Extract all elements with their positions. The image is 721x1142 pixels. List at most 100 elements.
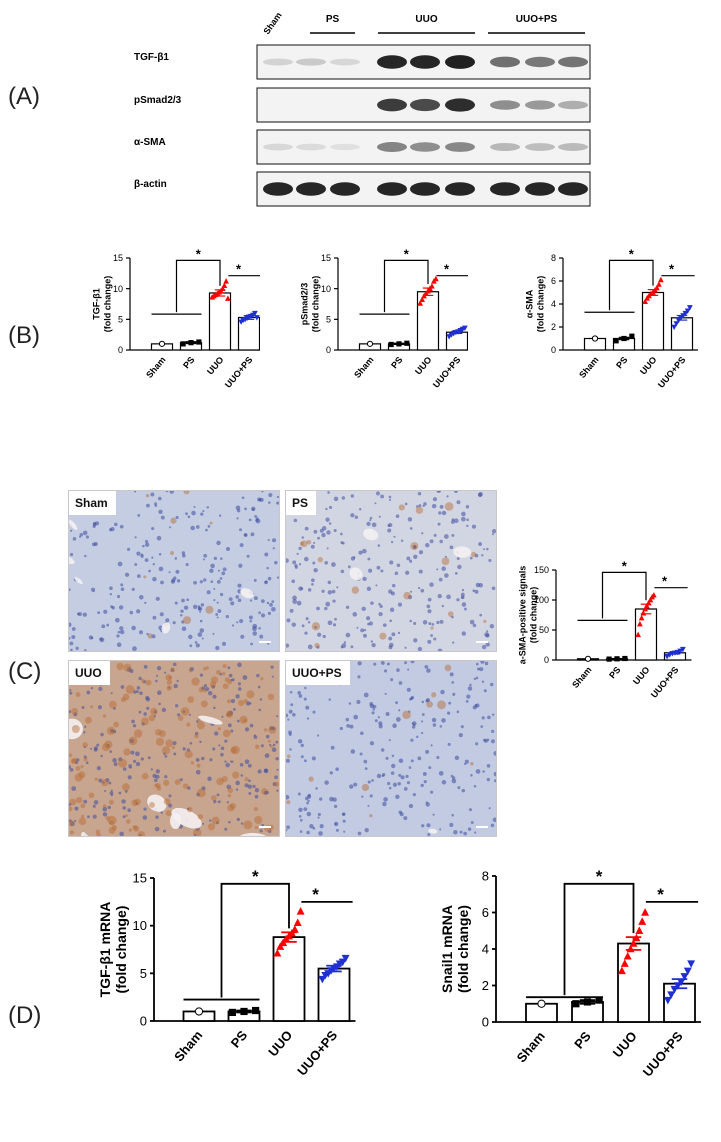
significance-star: * bbox=[404, 246, 410, 261]
brown-stain bbox=[207, 823, 216, 831]
brown-stain bbox=[444, 502, 454, 511]
nucleus bbox=[441, 718, 446, 723]
brown-stain bbox=[145, 494, 150, 498]
brown-stain bbox=[483, 619, 487, 624]
significance-bracket bbox=[608, 259, 654, 311]
nucleus bbox=[429, 539, 434, 544]
nucleus bbox=[311, 756, 316, 761]
nucleus bbox=[432, 723, 437, 727]
nucleus bbox=[90, 747, 93, 750]
nucleus bbox=[235, 694, 240, 699]
blot-group-label: UUO+PS bbox=[516, 14, 558, 25]
y-tick-label: 50 bbox=[539, 625, 549, 635]
nucleus bbox=[461, 516, 466, 522]
nucleus bbox=[237, 662, 242, 668]
nucleus bbox=[113, 762, 118, 767]
significance-star: * bbox=[657, 885, 664, 904]
nucleus bbox=[324, 606, 328, 611]
nucleus bbox=[409, 559, 413, 563]
nucleus bbox=[474, 831, 477, 834]
brown-stain bbox=[196, 721, 205, 730]
nucleus bbox=[474, 589, 479, 594]
y-tick-label: 5 bbox=[326, 314, 331, 324]
nucleus bbox=[367, 557, 371, 561]
data-point bbox=[677, 978, 686, 987]
brown-stain bbox=[227, 793, 232, 798]
brown-stain bbox=[80, 803, 86, 809]
x-tick-label: PS bbox=[614, 355, 629, 371]
nucleus bbox=[252, 784, 256, 789]
nucleus bbox=[199, 580, 203, 584]
brown-stain bbox=[254, 744, 260, 750]
nucleus bbox=[439, 539, 443, 544]
nucleus bbox=[236, 621, 239, 624]
bar bbox=[208, 292, 232, 351]
brown-stain bbox=[430, 626, 434, 630]
nucleus bbox=[140, 553, 144, 556]
histology-sham: Sham bbox=[68, 490, 280, 652]
nucleus bbox=[154, 778, 158, 783]
brown-stain bbox=[170, 667, 176, 673]
nucleus bbox=[156, 665, 162, 671]
nucleus bbox=[263, 768, 269, 774]
nucleus bbox=[201, 756, 205, 761]
nucleus bbox=[484, 632, 490, 638]
nucleus bbox=[173, 576, 177, 580]
nucleus bbox=[468, 808, 472, 812]
nucleus bbox=[69, 641, 74, 646]
nucleus bbox=[389, 560, 394, 565]
nucleus bbox=[195, 643, 200, 648]
data-point bbox=[658, 276, 664, 283]
nucleus bbox=[186, 598, 190, 602]
nucleus bbox=[493, 750, 496, 756]
brown-stain bbox=[317, 556, 324, 563]
nucleus bbox=[430, 744, 433, 747]
nucleus bbox=[366, 586, 372, 591]
nucleus bbox=[446, 711, 451, 715]
nucleus bbox=[380, 661, 385, 665]
nucleus bbox=[155, 679, 158, 683]
nucleus bbox=[336, 586, 339, 589]
nucleus bbox=[452, 692, 456, 696]
brown-stain bbox=[182, 783, 189, 789]
nucleus bbox=[326, 547, 329, 550]
nucleus bbox=[341, 496, 346, 500]
nucleus bbox=[441, 510, 447, 516]
nucleus bbox=[241, 496, 245, 500]
brown-stain bbox=[147, 633, 153, 639]
nucleus bbox=[221, 641, 227, 646]
data-point bbox=[683, 967, 692, 976]
nucleus bbox=[438, 511, 442, 515]
nucleus bbox=[388, 739, 391, 742]
nucleus bbox=[396, 563, 401, 568]
nucleus bbox=[248, 791, 252, 795]
nucleus bbox=[369, 519, 372, 522]
nucleus bbox=[354, 515, 359, 519]
nucleus bbox=[461, 788, 466, 793]
nucleus bbox=[70, 529, 73, 532]
nucleus bbox=[238, 528, 243, 532]
nucleus bbox=[386, 662, 390, 666]
data-point bbox=[240, 1007, 248, 1016]
brown-stain bbox=[215, 669, 221, 675]
nucleus bbox=[181, 620, 185, 624]
nucleus bbox=[451, 615, 454, 619]
brown-stain bbox=[96, 832, 102, 836]
nucleus bbox=[227, 723, 232, 728]
nucleus bbox=[253, 596, 258, 601]
nucleus bbox=[79, 532, 84, 537]
nucleus bbox=[466, 694, 471, 699]
nucleus bbox=[348, 702, 352, 705]
brown-stain bbox=[75, 766, 81, 771]
brown-stain bbox=[180, 707, 190, 716]
brown-stain bbox=[267, 739, 271, 743]
nucleus bbox=[160, 811, 163, 814]
nucleus bbox=[410, 759, 414, 763]
data-point bbox=[638, 614, 645, 621]
nucleus bbox=[437, 648, 443, 651]
nucleus bbox=[410, 590, 413, 593]
nucleus bbox=[432, 497, 438, 502]
nucleus bbox=[129, 738, 135, 744]
blot-band bbox=[525, 56, 555, 68]
nucleus bbox=[138, 676, 142, 681]
